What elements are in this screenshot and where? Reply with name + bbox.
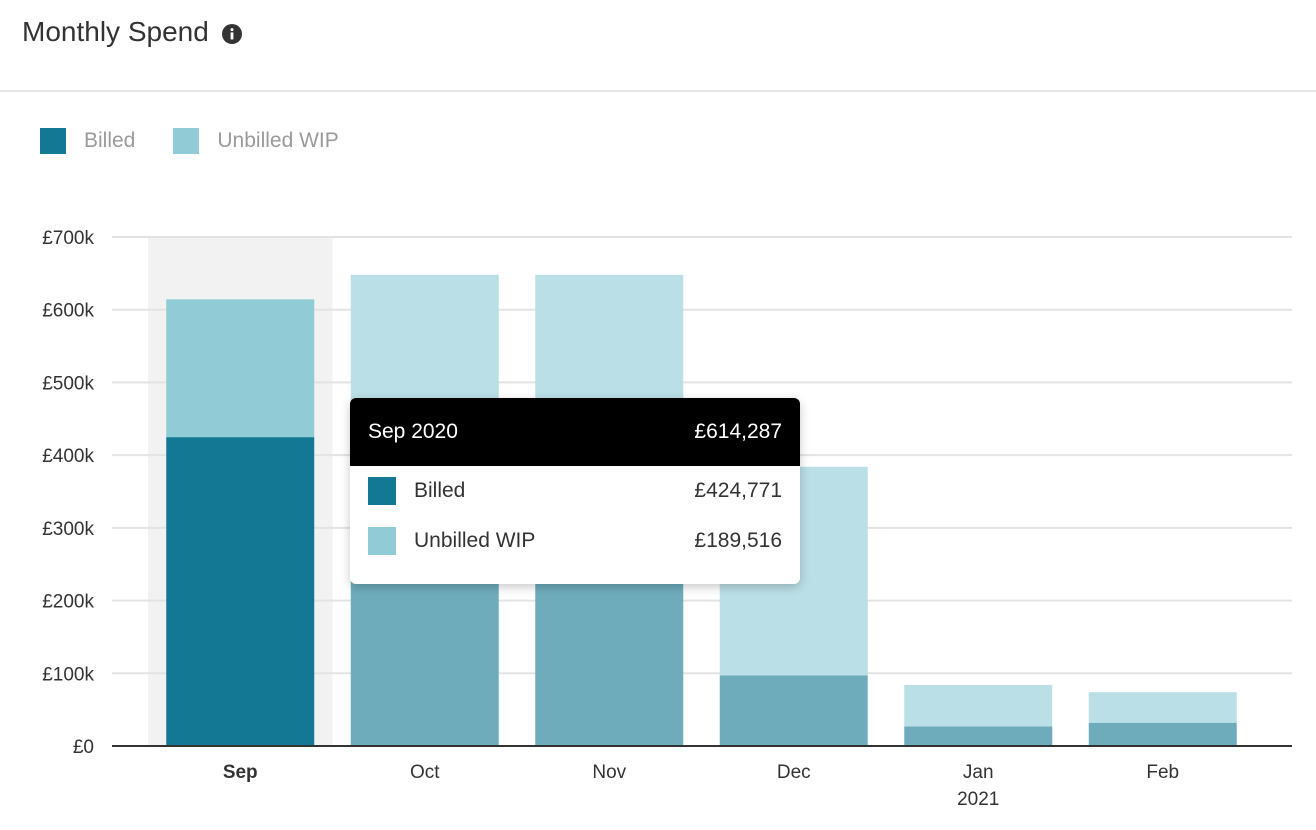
x-tick-label: Nov: [592, 762, 626, 783]
y-tick-label: £400k: [42, 446, 94, 467]
bar-feb-billed: [1088, 722, 1237, 746]
y-tick-label: £200k: [42, 592, 94, 613]
y-tick-label: £700k: [42, 228, 94, 249]
x-tick-label: Dec: [777, 762, 811, 783]
x-tick-label: Oct: [410, 762, 440, 783]
tooltip-header: Sep 2020 £614,287: [350, 398, 800, 466]
legend-swatch-unbilled-wip: [173, 128, 200, 154]
tooltip-title: Sep 2020: [368, 420, 458, 443]
bar-jan-billed: [904, 726, 1053, 746]
tooltip-row-unbilled-wip: Unbilled WIP £189,516: [350, 516, 800, 566]
x-tick-label: Jan: [963, 762, 994, 783]
tooltip-row-value: £189,516: [694, 529, 782, 552]
bar-sep-billed: [166, 437, 315, 746]
legend-swatch-billed: [40, 128, 66, 154]
chart-tooltip: Sep 2020 £614,287 Billed £424,771 Unbill…: [350, 398, 800, 584]
tooltip-row-label: Unbilled WIP: [414, 529, 536, 552]
y-tick-label: £0: [73, 737, 94, 758]
chart-title: Monthly Spend: [22, 16, 209, 47]
x-tick-label: Sep: [223, 762, 258, 783]
y-tick-label: £300k: [42, 519, 94, 540]
y-tick-label: £600k: [42, 301, 94, 322]
tooltip-row-value: £424,771: [694, 479, 782, 502]
tooltip-swatch-billed: [368, 477, 396, 505]
bar-sep-unbilled-wip: [166, 299, 315, 438]
y-tick-label: £100k: [42, 664, 94, 685]
legend-label: Billed: [84, 129, 136, 152]
tooltip-total: £614,287: [694, 420, 782, 443]
chart-legend: Billed Unbilled WIP: [40, 128, 377, 154]
bar-oct-billed: [350, 571, 499, 746]
y-tick-label: £500k: [42, 373, 94, 394]
tooltip-swatch-unbilled-wip: [368, 527, 396, 555]
legend-item-billed[interactable]: Billed: [40, 128, 135, 154]
tooltip-row-label: Billed: [414, 479, 466, 502]
bar-feb-unbilled-wip: [1088, 692, 1237, 723]
bar-dec-billed: [719, 675, 868, 746]
x-tick-label: Feb: [1146, 762, 1179, 783]
legend-item-unbilled-wip[interactable]: Unbilled WIP: [173, 128, 339, 154]
bar-nov-billed: [535, 571, 684, 746]
legend-label: Unbilled WIP: [217, 129, 339, 152]
tooltip-row-billed: Billed £424,771: [350, 466, 800, 516]
bar-jan-unbilled-wip: [904, 684, 1053, 727]
info-circle-icon[interactable]: [222, 24, 242, 44]
chart-header: Monthly Spend: [0, 0, 1316, 92]
x-tick-sublabel: 2021: [957, 789, 999, 810]
